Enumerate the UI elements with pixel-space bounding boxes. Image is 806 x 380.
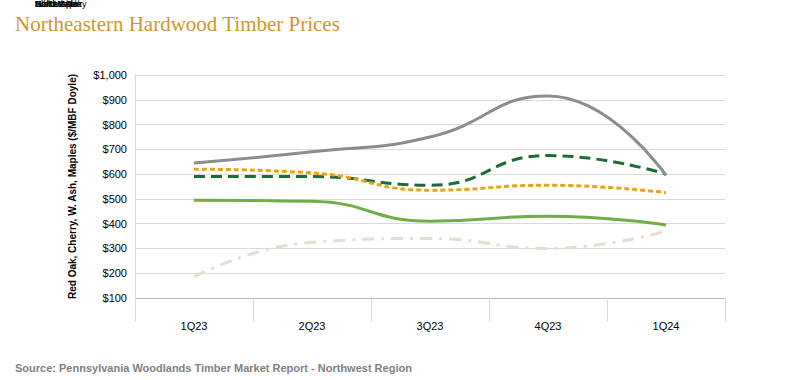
svg-text:$1,000: $1,000 [93, 69, 127, 81]
svg-text:4Q23: 4Q23 [535, 320, 562, 332]
svg-text:2Q23: 2Q23 [299, 320, 326, 332]
svg-text:1Q24: 1Q24 [653, 320, 680, 332]
svg-text:1Q23: 1Q23 [181, 320, 208, 332]
svg-text:$300: $300 [103, 242, 127, 254]
svg-text:$600: $600 [103, 168, 127, 180]
svg-text:Black Cherry: Black Cherry [35, 0, 87, 9]
svg-text:$700: $700 [103, 143, 127, 155]
svg-text:N. Red Oak: N. Red Oak [35, 0, 83, 9]
svg-text:Northeastern Hardwood Timber P: Northeastern Hardwood Timber Prices [15, 12, 340, 36]
svg-text:Source: Pennsylvania Woodlands: Source: Pennsylvania Woodlands Timber Ma… [15, 362, 412, 374]
svg-text:3Q23: 3Q23 [417, 320, 444, 332]
svg-text:$200: $200 [103, 267, 127, 279]
svg-text:$500: $500 [103, 193, 127, 205]
svg-text:Red Oak, Cherry, W. Ash, Maple: Red Oak, Cherry, W. Ash, Maples ($/MBF D… [67, 74, 78, 299]
svg-text:$100: $100 [103, 292, 127, 304]
svg-text:$900: $900 [103, 94, 127, 106]
svg-text:Soft Maple: Soft Maple [35, 0, 78, 9]
svg-text:$400: $400 [103, 218, 127, 230]
svg-text:Hard Maple: Hard Maple [35, 0, 82, 9]
svg-text:$800: $800 [103, 119, 127, 131]
